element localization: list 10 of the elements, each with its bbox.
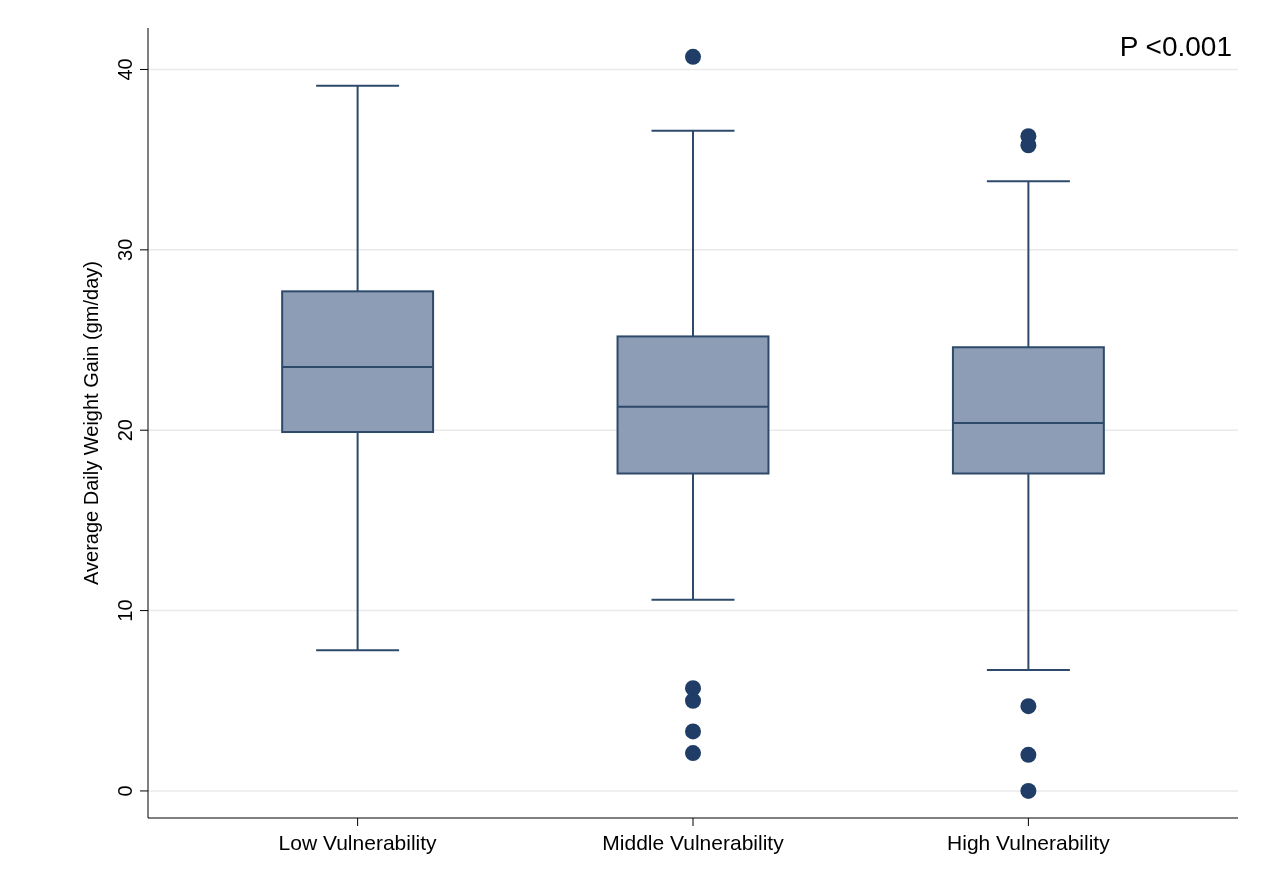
y-tick-label: 30: [114, 238, 136, 261]
y-tick-label: 10: [114, 599, 136, 622]
x-tick-label: Low Vulnerability: [278, 831, 438, 854]
x-tick-label: High Vulnerability: [947, 831, 1111, 854]
y-tick-label: 20: [114, 419, 136, 442]
y-axis-title: Average Daily Weight Gain (gm/day): [80, 261, 102, 585]
y-tick-label: 0: [114, 785, 136, 797]
x-tick-label: Middle Vulnerability: [602, 831, 785, 854]
y-tick-label: 40: [114, 58, 136, 81]
annotation: P <0.001: [1119, 31, 1232, 62]
